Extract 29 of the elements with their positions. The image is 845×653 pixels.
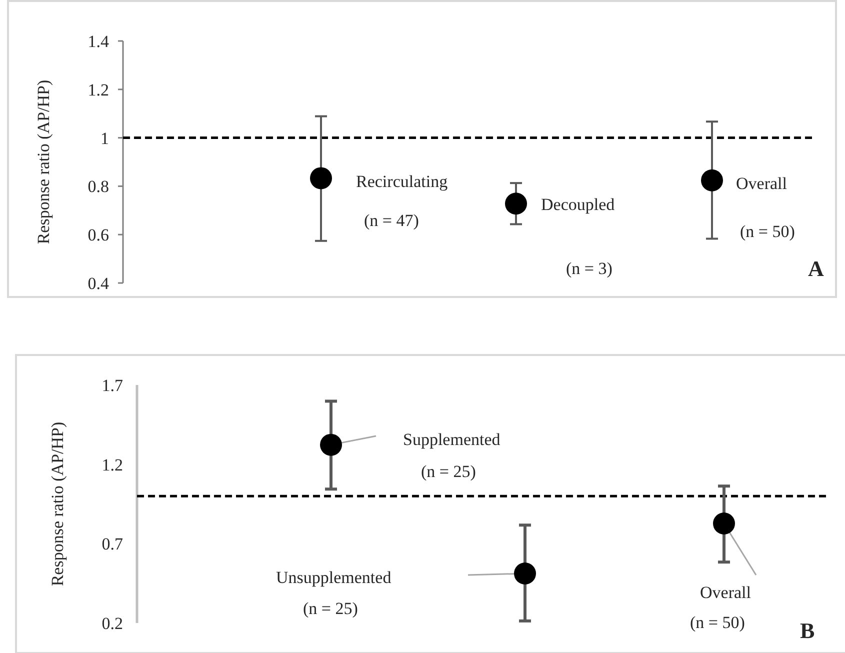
annotation: Decoupled: [541, 195, 616, 214]
annotation: (n = 50): [690, 613, 745, 632]
point: [310, 167, 332, 190]
point: [505, 192, 527, 215]
y-tick-label: 0.4: [88, 274, 110, 293]
annotation: B: [800, 618, 815, 643]
y-tick-label: 1: [100, 128, 109, 148]
y-tick-label: 1.2: [102, 455, 123, 474]
annotation: (n = 50): [740, 222, 795, 241]
y-tick-label: 1.7: [102, 376, 124, 395]
point: [701, 169, 723, 192]
annotation: (n = 25): [421, 462, 476, 481]
y-tick-label: 0.6: [88, 226, 109, 245]
annotation: Supplemented: [403, 430, 501, 449]
y-axis-title: Response ratio (AP/HP): [34, 80, 53, 244]
y-tick-label: 0.7: [102, 534, 124, 554]
annotation: Overall: [700, 583, 752, 602]
annotation: Recirculating: [356, 172, 448, 191]
annotation: Overall: [736, 174, 788, 193]
annotation: (n = 3): [566, 259, 612, 278]
y-tick-label: 0.8: [88, 177, 109, 196]
y-axis-title: Response ratio (AP/HP): [48, 422, 67, 586]
annotation: (n = 25): [303, 599, 358, 618]
annotation: Unsupplemented: [276, 568, 392, 587]
y-tick-label: 0.2: [102, 614, 123, 633]
y-tick-label: 1.4: [88, 32, 110, 51]
annotation: A: [808, 256, 824, 281]
y-tick-label: 1.2: [88, 80, 109, 100]
annotation: (n = 47): [364, 211, 419, 230]
